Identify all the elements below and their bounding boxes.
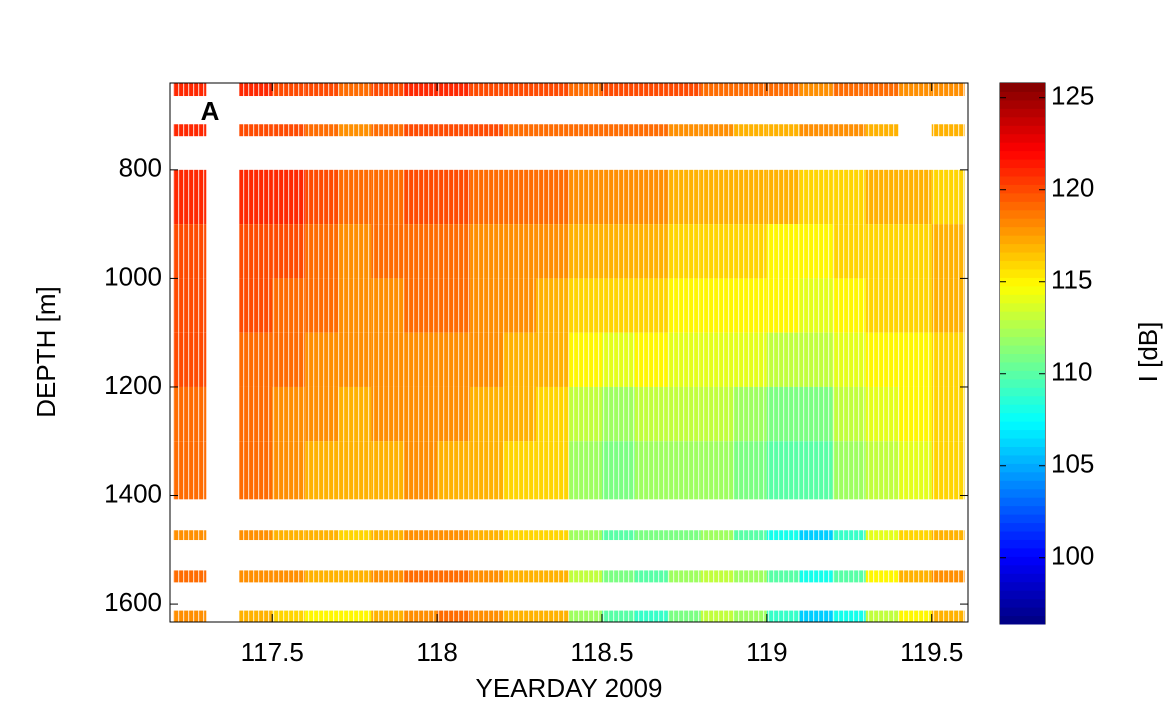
colorbar-swatch [1000,83,1045,92]
colorbar-swatch [1000,167,1045,177]
colorbar-swatch [1000,573,1045,583]
colorbar-swatch [1000,438,1045,447]
plot-frame [169,82,969,623]
colorbar-swatch [1000,497,1045,507]
colorbar-swatch [1000,243,1045,253]
y-tick-label: 1400 [104,478,162,508]
y-tick-label: 1600 [104,587,162,617]
x-tick-label: 119 [746,637,787,667]
colorbar-swatch [1000,336,1045,346]
x-tick-label: 119.5 [900,637,963,667]
colorbar-swatch [1000,328,1045,338]
colorbar-swatch [1000,463,1045,473]
colorbar-tick-label: 100 [1051,541,1094,571]
colorbar-swatch [1000,539,1045,549]
panel-annotation: A [201,96,220,126]
colorbar-swatch [1000,184,1045,194]
colorbar-swatch [1000,598,1045,608]
colorbar-swatch [1000,378,1045,388]
colorbar-tick-label: 105 [1051,449,1094,479]
colorbar-swatch [1000,531,1045,540]
colorbar-swatch [1000,311,1045,321]
colorbar-swatch [1000,556,1045,566]
colorbar-swatch [1000,514,1045,524]
y-tick-label: 800 [119,153,162,183]
colorbar-swatch [1000,91,1045,101]
colorbar-swatch [1000,260,1045,270]
colorbar-swatch [1000,116,1045,126]
colorbar-swatch [1000,218,1045,228]
colorbar-swatch [1000,522,1045,532]
colorbar-swatch [1000,294,1045,304]
colorbar-swatch [1000,615,1045,625]
colorbar-swatch [1000,404,1045,414]
colorbar-swatch [1000,581,1045,591]
colorbar-swatch [1000,125,1045,135]
colorbar-tick-label: 125 [1051,81,1094,111]
colorbar-swatch [1000,590,1045,600]
x-axis-label: YEARDAY 2009 [476,673,663,703]
colorbar-swatch [1000,302,1045,312]
colorbar-swatch [1000,412,1045,422]
colorbar-swatch [1000,285,1045,295]
x-tick-label: 117.5 [241,637,304,667]
colorbar-label: I [dB] [1133,322,1163,383]
x-tick-label: 118.5 [570,637,633,667]
colorbar-swatch [1000,607,1045,617]
colorbar-swatch [1000,209,1045,219]
colorbar-swatch [1000,252,1045,262]
colorbar-swatch [1000,547,1045,557]
colorbar-swatch [1000,421,1045,431]
y-axis-label: DEPTH [m] [31,286,61,417]
colorbar-swatch [1000,99,1045,109]
colorbar-swatch [1000,175,1045,185]
colorbar-swatch [1000,564,1045,574]
colorbar-swatch [1000,353,1045,363]
colorbar-swatch [1000,150,1045,160]
colorbar-swatch [1000,370,1045,380]
colorbar-swatch [1000,159,1045,169]
colorbar-swatch [1000,226,1045,236]
colorbar-swatch [1000,108,1045,118]
colorbar-swatch [1000,505,1045,515]
colorbar-swatch [1000,268,1045,278]
colorbar-swatch [1000,387,1045,397]
colorbar-swatch [1000,361,1045,371]
colorbar-swatch [1000,319,1045,329]
y-tick-label: 1000 [104,261,162,291]
colorbar-swatch [1000,480,1045,490]
y-tick-label: 1200 [104,370,162,400]
colorbar-swatch [1000,471,1045,481]
colorbar-swatch [1000,446,1045,456]
colorbar-swatch [1000,133,1045,143]
colorbar-swatch [1000,277,1045,287]
x-tick-label: 118 [416,637,457,667]
stripe-texture [170,83,968,622]
colorbar-tick-label: 120 [1051,173,1094,203]
colorbar-tick-label: 115 [1051,265,1092,295]
colorbar-swatch [1000,235,1045,245]
colorbar-swatch [1000,192,1045,202]
colorbar-swatch [1000,395,1045,405]
colorbar-tick-label: 110 [1051,357,1092,387]
colorbar-swatch [1000,201,1045,211]
colorbar-swatch [1000,142,1045,152]
colorbar-swatch [1000,454,1045,464]
colorbar-swatch [1000,429,1045,439]
colorbar-swatch [1000,488,1045,498]
colorbar-swatch [1000,345,1045,354]
